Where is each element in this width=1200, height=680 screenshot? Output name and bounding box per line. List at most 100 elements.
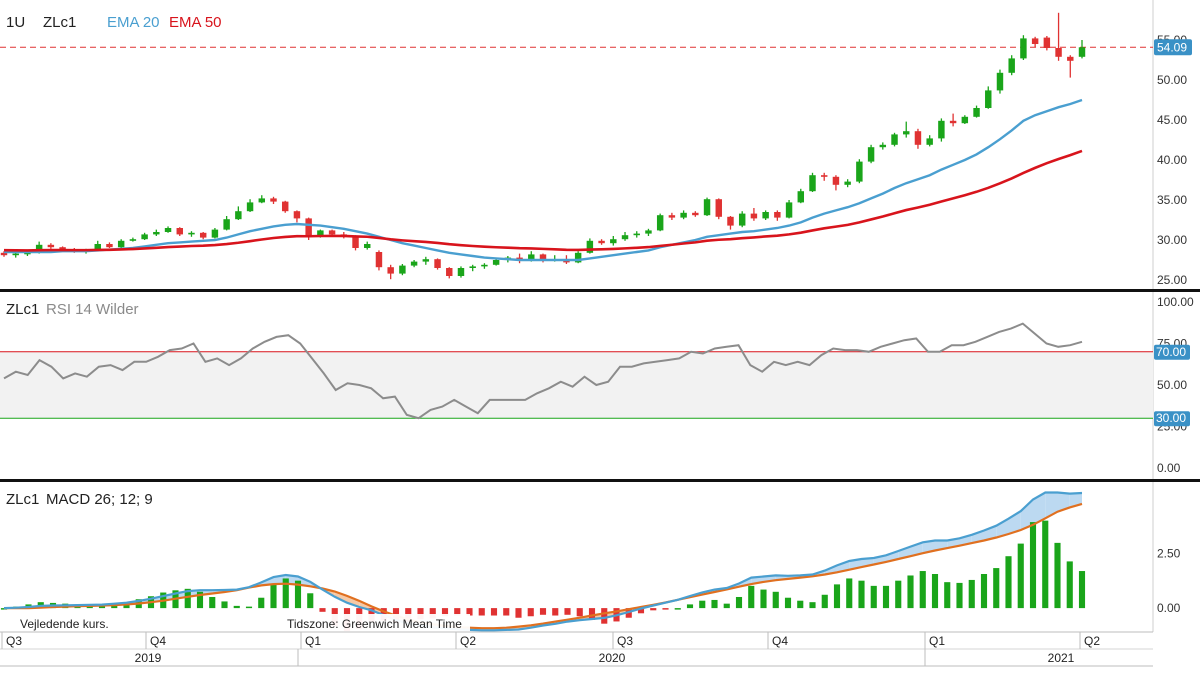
candle-body	[458, 268, 464, 276]
ema50-line	[4, 151, 1082, 251]
quarter-label: Q3	[617, 634, 633, 648]
candles	[1, 13, 1085, 279]
histogram-bar	[736, 597, 742, 608]
histogram-bar	[981, 574, 987, 608]
candle-body	[938, 121, 944, 139]
histogram-bar	[969, 580, 975, 608]
histogram-bar	[956, 583, 962, 608]
histogram-bar	[662, 608, 668, 610]
rsi-tick-label: 100.00	[1157, 295, 1194, 309]
histogram-bar	[1005, 556, 1011, 608]
histogram-bar	[932, 574, 938, 608]
histogram-bar	[515, 608, 521, 618]
histogram-bar	[699, 601, 705, 608]
histogram-bar	[809, 602, 815, 608]
candle-body	[1032, 38, 1038, 44]
candle-body	[798, 191, 804, 202]
macd-symbol-label[interactable]: ZLc1	[6, 491, 39, 508]
candle-body	[1079, 47, 1085, 57]
candle-body	[985, 90, 991, 108]
candle-body	[880, 145, 886, 147]
histogram-bar	[528, 608, 534, 616]
footer-note: Vejledende kurs.	[20, 617, 109, 631]
year-label: 2021	[1048, 651, 1075, 665]
macd-tick-label: 2.50	[1157, 547, 1181, 561]
rsi-lower-label: 30.00	[1156, 411, 1186, 425]
histogram-bar	[871, 586, 877, 608]
candle-body	[212, 230, 218, 238]
histogram-bar	[687, 604, 693, 608]
histogram-bar	[724, 604, 730, 608]
candle-body	[1044, 38, 1050, 48]
interval-label[interactable]: 1U	[6, 14, 25, 31]
histogram-bar	[846, 578, 852, 608]
year-label: 2019	[135, 651, 162, 665]
candle-body	[141, 234, 147, 239]
candle-body	[48, 245, 54, 247]
candle-body	[165, 228, 171, 232]
candle-body	[634, 234, 640, 236]
candle-body	[598, 241, 604, 243]
histogram-bar	[650, 608, 656, 610]
histogram-bar	[895, 581, 901, 608]
candle-body	[786, 202, 792, 217]
rsi-indicator-label[interactable]: RSI 14 Wilder	[46, 301, 139, 318]
legend-ema50[interactable]: EMA 50	[169, 14, 222, 31]
histogram-bar	[564, 608, 570, 615]
histogram-bar	[1067, 561, 1073, 608]
histogram-bar	[479, 608, 485, 615]
candle-body	[762, 212, 768, 218]
rsi-symbol-label[interactable]: ZLc1	[6, 301, 39, 318]
price-tick-label: 40.00	[1157, 153, 1187, 167]
histogram-bar	[920, 571, 926, 608]
candle-body	[645, 230, 651, 233]
candle-body	[1020, 38, 1026, 58]
panel-divider[interactable]	[0, 289, 1200, 292]
macd-panel[interactable]: 0.00 2.50 ZLc1 MACD 26; 12; 9 Vejledende …	[0, 482, 1181, 632]
quarter-label: Q1	[305, 634, 321, 648]
histogram-bar	[601, 608, 607, 624]
histogram-bar	[1079, 571, 1085, 608]
candle-body	[973, 108, 979, 117]
candle-body	[12, 254, 18, 256]
histogram-bar	[552, 608, 558, 615]
histogram-bar	[209, 597, 215, 608]
macd-tick-label: 0.00	[1157, 601, 1181, 615]
histogram-bar	[503, 608, 509, 615]
candle-body	[716, 199, 722, 217]
candle-body	[177, 228, 183, 234]
candle-body	[153, 232, 159, 234]
candle-body	[821, 175, 827, 177]
legend-ema20[interactable]: EMA 20	[107, 14, 160, 31]
quarter-label: Q1	[929, 634, 945, 648]
candle-body	[868, 147, 874, 161]
quarter-label: Q3	[6, 634, 22, 648]
candle-body	[399, 266, 405, 274]
candle-body	[739, 214, 745, 226]
candle-body	[680, 213, 686, 218]
macd-indicator-label[interactable]: MACD 26; 12; 9	[46, 491, 153, 508]
candle-body	[926, 138, 932, 144]
candle-body	[1008, 58, 1014, 72]
histogram-bar	[258, 598, 264, 608]
candle-body	[692, 213, 698, 215]
candle-body	[387, 267, 393, 273]
histogram-bar	[748, 586, 754, 608]
candle-body	[1055, 48, 1061, 57]
year-label: 2020	[599, 651, 626, 665]
histogram-bar	[1018, 544, 1024, 608]
histogram-bar	[822, 595, 828, 608]
candle-body	[669, 215, 675, 217]
candle-body	[809, 175, 815, 191]
histogram-bar	[785, 598, 791, 608]
panel-divider[interactable]	[0, 479, 1200, 482]
histogram-bar	[234, 606, 240, 608]
candle-body	[270, 198, 276, 201]
candle-body	[704, 199, 710, 215]
symbol-label[interactable]: ZLc1	[43, 14, 76, 31]
